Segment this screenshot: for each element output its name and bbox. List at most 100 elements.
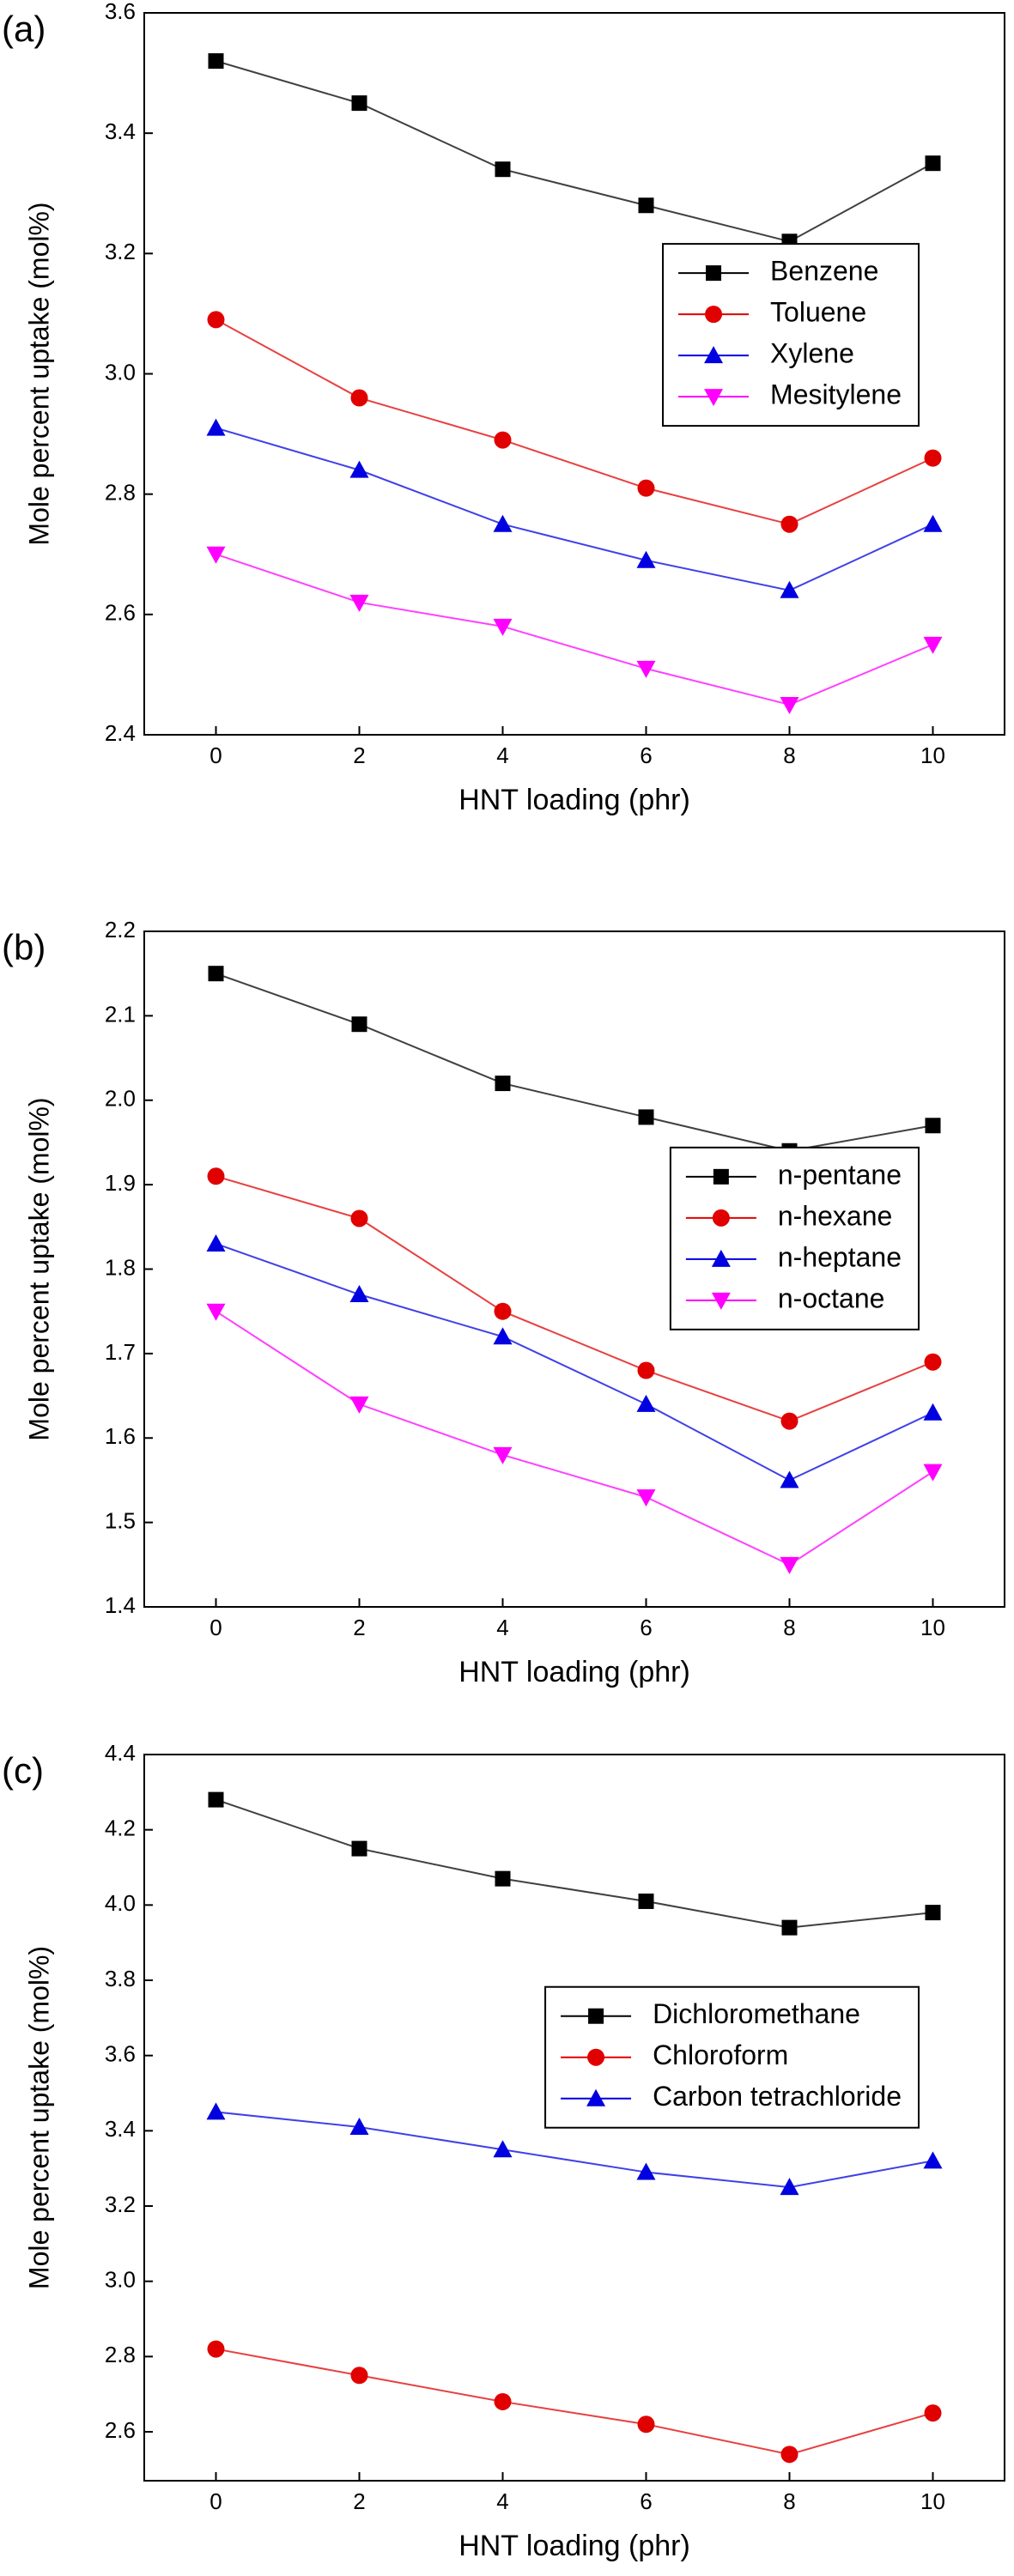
legend-marker <box>711 1249 731 1267</box>
series-line <box>216 973 933 1152</box>
y-tick-label: 2.8 <box>105 480 136 506</box>
y-tick-label: 2.8 <box>105 2342 136 2367</box>
marker <box>638 1893 654 1909</box>
marker <box>349 1285 369 1303</box>
legend-marker <box>704 389 724 407</box>
y-tick-label: 3.2 <box>105 239 136 264</box>
legend-label: n-pentane <box>778 1159 902 1190</box>
marker <box>780 515 798 533</box>
marker <box>780 2178 799 2196</box>
marker <box>351 1840 367 1857</box>
legend: n-pentane n-hexane n-heptane n-octane <box>669 1146 920 1330</box>
y-tick-label: 2.6 <box>105 600 136 626</box>
x-tick-label: 0 <box>209 2488 222 2514</box>
y-axis-title: Mole percent uptake (mol%) <box>23 1946 54 2289</box>
legend-label: Chloroform <box>653 2040 788 2070</box>
legend-label: n-hexane <box>778 1200 892 1231</box>
x-axis-title: HNT loading (phr) <box>458 1656 690 1688</box>
marker <box>636 660 656 678</box>
legend-label: Xylene <box>770 338 854 369</box>
x-tick-label: 0 <box>209 742 222 768</box>
legend-label: Carbon tetrachloride <box>653 2081 902 2112</box>
series-line <box>216 318 933 525</box>
marker <box>923 514 943 532</box>
marker <box>349 1396 369 1414</box>
y-axis-title: Mole percent uptake (mol%) <box>23 1097 54 1440</box>
x-axis-title: HNT loading (phr) <box>458 2530 690 2562</box>
legend-label: n-heptane <box>778 1241 902 1272</box>
marker <box>780 580 799 598</box>
marker <box>206 546 226 564</box>
marker <box>493 2140 513 2158</box>
x-tick-label: 10 <box>920 742 945 768</box>
y-tick-label: 4.2 <box>105 1815 136 1841</box>
y-tick-label: 3.6 <box>105 2041 136 2067</box>
marker <box>923 1403 943 1421</box>
panel-label: (b) <box>2 927 46 967</box>
x-axis-title: HNT loading (phr) <box>458 784 690 816</box>
marker <box>924 2404 942 2422</box>
y-tick-label: 2.0 <box>105 1086 136 1112</box>
marker <box>349 2117 369 2135</box>
marker <box>208 1791 224 1808</box>
y-tick-label: 2.1 <box>105 1001 136 1027</box>
marker <box>925 1118 941 1134</box>
marker <box>494 2392 512 2410</box>
marker <box>781 1919 798 1936</box>
x-tick-label: 0 <box>209 1615 222 1640</box>
marker <box>638 197 654 214</box>
y-tick-label: 3.8 <box>105 1966 136 1991</box>
legend-marker <box>705 306 723 324</box>
marker <box>206 1303 226 1321</box>
legend-label: Toluene <box>770 297 866 328</box>
marker <box>493 618 513 636</box>
legend-marker <box>704 346 724 364</box>
marker <box>351 1016 367 1033</box>
y-tick-label: 3.0 <box>105 2267 136 2293</box>
y-tick-label: 3.4 <box>105 2116 136 2142</box>
marker <box>780 2446 798 2464</box>
marker <box>350 389 368 407</box>
marker <box>637 1361 655 1379</box>
y-tick-label: 4.0 <box>105 1890 136 1916</box>
legend-label: Benzene <box>770 256 878 287</box>
marker <box>637 479 655 497</box>
x-tick-label: 6 <box>640 1615 652 1640</box>
x-tick-label: 6 <box>640 742 652 768</box>
marker <box>494 1302 512 1320</box>
x-tick-label: 4 <box>496 2488 508 2514</box>
marker <box>636 2162 656 2180</box>
series-line <box>216 427 933 591</box>
marker <box>780 1556 799 1574</box>
marker <box>636 1489 656 1507</box>
marker <box>923 1464 943 1482</box>
marker <box>636 1394 656 1412</box>
y-tick-label: 2.4 <box>105 720 136 746</box>
y-tick-label: 1.5 <box>105 1508 136 1534</box>
y-tick-label: 1.9 <box>105 1170 136 1196</box>
marker <box>924 449 942 467</box>
legend-marker <box>712 1209 730 1227</box>
legend-label: Dichloromethane <box>653 1998 860 2029</box>
y-tick-label: 1.7 <box>105 1339 136 1365</box>
marker <box>925 155 941 172</box>
series-line <box>216 2111 933 2189</box>
marker <box>636 550 656 568</box>
marker <box>494 431 512 449</box>
x-tick-label: 10 <box>920 1615 945 1640</box>
marker <box>780 1412 798 1430</box>
marker <box>925 1905 941 1921</box>
marker <box>208 966 224 982</box>
legend-box <box>662 243 920 427</box>
legend-label: n-octane <box>778 1282 885 1313</box>
series-line <box>216 60 933 243</box>
marker <box>206 1233 226 1252</box>
y-tick-label: 1.4 <box>105 1592 136 1618</box>
marker <box>493 1446 513 1464</box>
series-line <box>215 1310 934 1566</box>
x-tick-label: 8 <box>783 742 795 768</box>
marker <box>495 1870 511 1887</box>
marker <box>924 1353 942 1371</box>
marker <box>207 1167 225 1185</box>
